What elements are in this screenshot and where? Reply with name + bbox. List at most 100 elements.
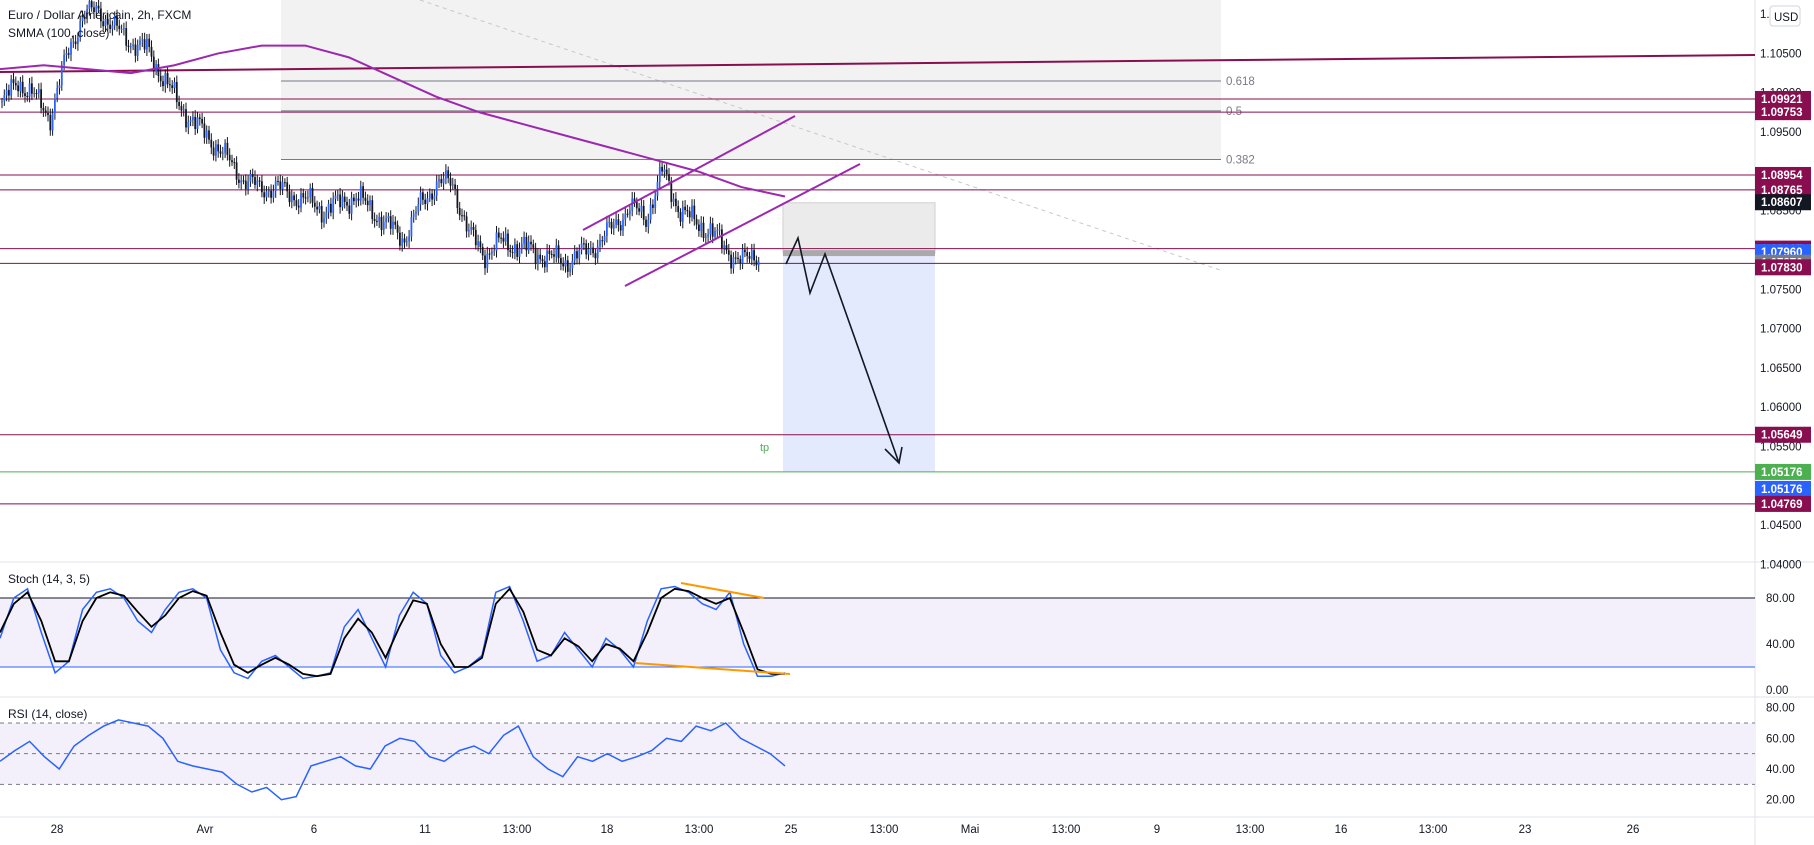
candle-body — [148, 38, 151, 47]
candle-body — [755, 260, 758, 266]
candle-body — [205, 130, 208, 138]
time-tick-label: Mai — [961, 824, 980, 836]
candle-body — [143, 39, 146, 50]
projection-path[interactable] — [785, 235, 900, 464]
candle-body — [746, 252, 749, 257]
candle-body — [704, 236, 707, 238]
candle-body — [346, 202, 348, 206]
candle-body — [668, 174, 670, 181]
candle-body — [428, 193, 431, 199]
divergence-upper[interactable] — [680, 582, 765, 599]
candle-body — [537, 254, 539, 264]
price-tag-label: 1.09753 — [1761, 107, 1803, 119]
candle-body — [550, 253, 553, 255]
candle-body — [675, 198, 677, 207]
candle-body — [164, 73, 167, 87]
candle-body — [615, 219, 617, 225]
time-tick-label: 13:00 — [503, 824, 532, 836]
candle-body — [201, 118, 203, 124]
arrow-head — [884, 446, 903, 465]
price-tag-label: 1.07830 — [1761, 262, 1803, 274]
candle-body — [293, 195, 295, 201]
candle-body — [332, 198, 335, 213]
candle-body — [484, 255, 486, 269]
candle-body — [739, 259, 742, 264]
candle-body — [300, 193, 302, 208]
currency-button[interactable]: USD — [1769, 5, 1801, 27]
candle-body — [647, 219, 650, 227]
candle-body — [578, 250, 581, 259]
candle-body — [355, 198, 358, 202]
time-tick-label: Avr — [196, 824, 213, 836]
price-tag — [1755, 426, 1811, 443]
candle-body — [376, 220, 378, 222]
candle-body — [470, 226, 473, 231]
candle-body — [270, 190, 272, 198]
candle-body — [447, 170, 450, 179]
candle-body — [325, 212, 328, 219]
candle-body — [504, 233, 507, 242]
candle-body — [612, 224, 615, 229]
candle-body — [150, 46, 153, 57]
price-tick-label: 1.04000 — [1760, 559, 1802, 571]
candle-body — [334, 195, 337, 199]
candle-body — [438, 179, 440, 182]
candle-body — [516, 244, 519, 257]
candle-body — [399, 232, 401, 246]
long-trendline[interactable] — [0, 54, 1756, 73]
candle-body — [681, 206, 684, 222]
candle-body — [495, 232, 498, 251]
time-tick-label: 6 — [311, 824, 317, 836]
price-tick-label: 1.05500 — [1760, 441, 1802, 453]
price-tag-label: 1.05176 — [1761, 467, 1803, 479]
candle-body — [42, 107, 45, 111]
candle-body — [366, 200, 369, 206]
candle-body — [215, 144, 217, 156]
candle-body — [118, 25, 121, 30]
candle-body — [530, 241, 532, 245]
candle-body — [665, 169, 668, 175]
candle-body — [228, 154, 231, 161]
candle-body — [548, 250, 551, 254]
candle-body — [670, 180, 673, 202]
candle-body — [415, 211, 417, 214]
candle-body — [60, 64, 63, 86]
candle-body — [341, 196, 344, 208]
stoch-tick-label: 40.00 — [1766, 639, 1795, 651]
candle-body — [564, 260, 567, 267]
candle-body — [661, 166, 663, 172]
candle-body — [491, 251, 493, 254]
candle-body — [454, 184, 456, 189]
rsi-band-fill — [0, 723, 1755, 785]
candle-body — [90, 1, 93, 8]
candle-body — [40, 89, 42, 108]
candle-body — [180, 105, 183, 111]
candle-body — [560, 258, 562, 264]
candle-body — [226, 142, 229, 155]
candle-body — [192, 116, 194, 121]
candle-body — [435, 181, 438, 196]
candle-body — [610, 221, 613, 229]
divergence-lower[interactable] — [634, 662, 791, 675]
price-tick-label: 1.09500 — [1760, 127, 1802, 139]
candle-body — [369, 200, 371, 206]
candle-body — [74, 41, 77, 45]
channel-upper[interactable] — [582, 115, 796, 231]
price-tag — [1755, 495, 1811, 512]
candle-body — [633, 198, 636, 202]
candle-body — [240, 180, 243, 183]
candle-body — [33, 92, 36, 94]
candle-body — [571, 260, 574, 269]
candle-body — [725, 245, 728, 251]
candle-body — [267, 190, 270, 192]
candle-body — [557, 245, 560, 259]
candle-body — [93, 7, 95, 12]
fib-level-label: 0.382 — [1226, 155, 1255, 167]
candle-body — [493, 250, 496, 252]
candle-body — [86, 8, 88, 19]
time-tick-label: 28 — [51, 824, 64, 836]
candle-body — [451, 184, 454, 186]
candle-body — [21, 81, 24, 94]
channel-lower[interactable] — [624, 163, 861, 287]
